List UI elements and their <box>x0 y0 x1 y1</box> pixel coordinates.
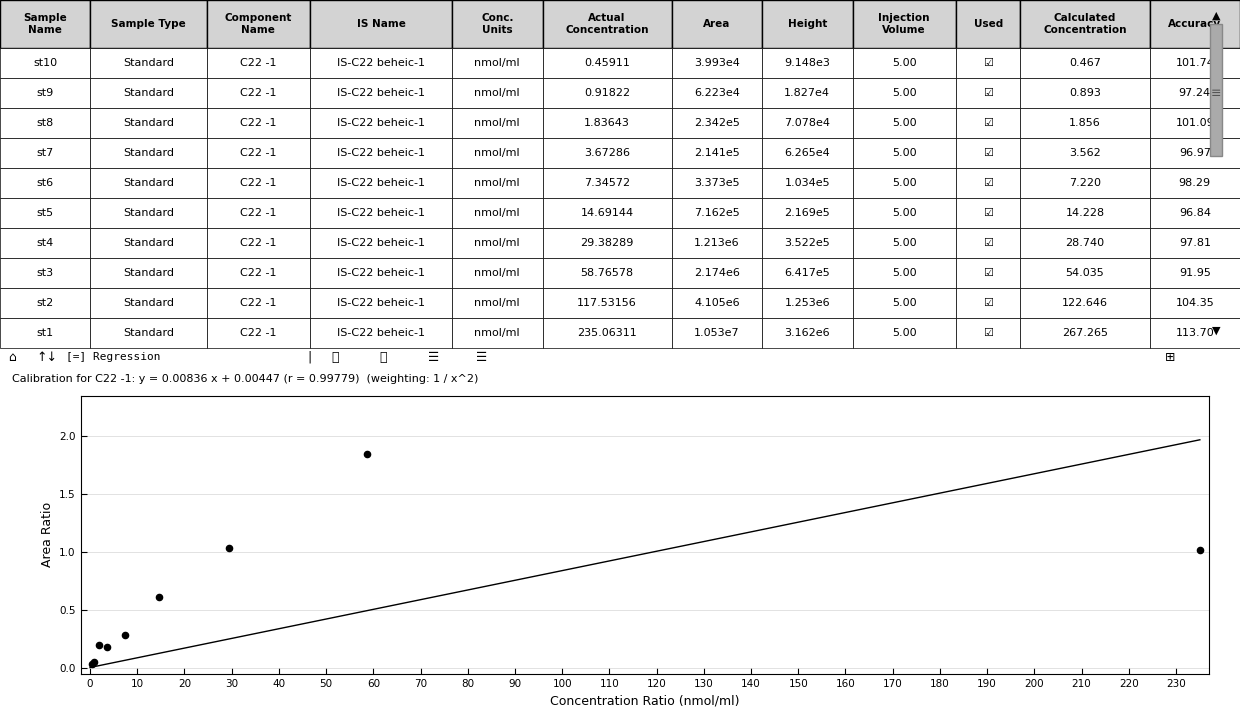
Text: ≡: ≡ <box>1211 87 1221 100</box>
Point <box>82 659 102 670</box>
Point <box>357 448 377 459</box>
Point <box>1190 544 1210 555</box>
Text: 🔍: 🔍 <box>379 351 387 364</box>
Text: ⌂: ⌂ <box>9 351 16 364</box>
Text: ↑↓: ↑↓ <box>36 351 57 364</box>
Text: ☰: ☰ <box>476 351 487 364</box>
Point <box>115 629 135 640</box>
Point <box>84 656 104 667</box>
Point <box>635 257 655 269</box>
Text: 🗑: 🗑 <box>331 351 339 364</box>
Point <box>218 543 238 554</box>
Text: ⊞: ⊞ <box>1164 351 1176 364</box>
Text: Calibration for C22 -1: y = 0.00836 x + 0.00447 (r = 0.99779)  (weighting: 1 / x: Calibration for C22 -1: y = 0.00836 x + … <box>12 374 479 384</box>
Point <box>98 641 118 652</box>
Point <box>89 639 109 650</box>
Text: ▼: ▼ <box>1213 325 1220 335</box>
Text: |: | <box>308 351 311 364</box>
X-axis label: Concentration Ratio (nmol/ml): Concentration Ratio (nmol/ml) <box>551 694 739 707</box>
Point <box>150 592 170 603</box>
Y-axis label: Area Ratio: Area Ratio <box>41 502 53 568</box>
FancyBboxPatch shape <box>1210 24 1223 155</box>
Text: [=] Regression: [=] Regression <box>67 352 161 362</box>
Text: ▲: ▲ <box>1213 11 1220 21</box>
Text: ☰: ☰ <box>428 351 439 364</box>
